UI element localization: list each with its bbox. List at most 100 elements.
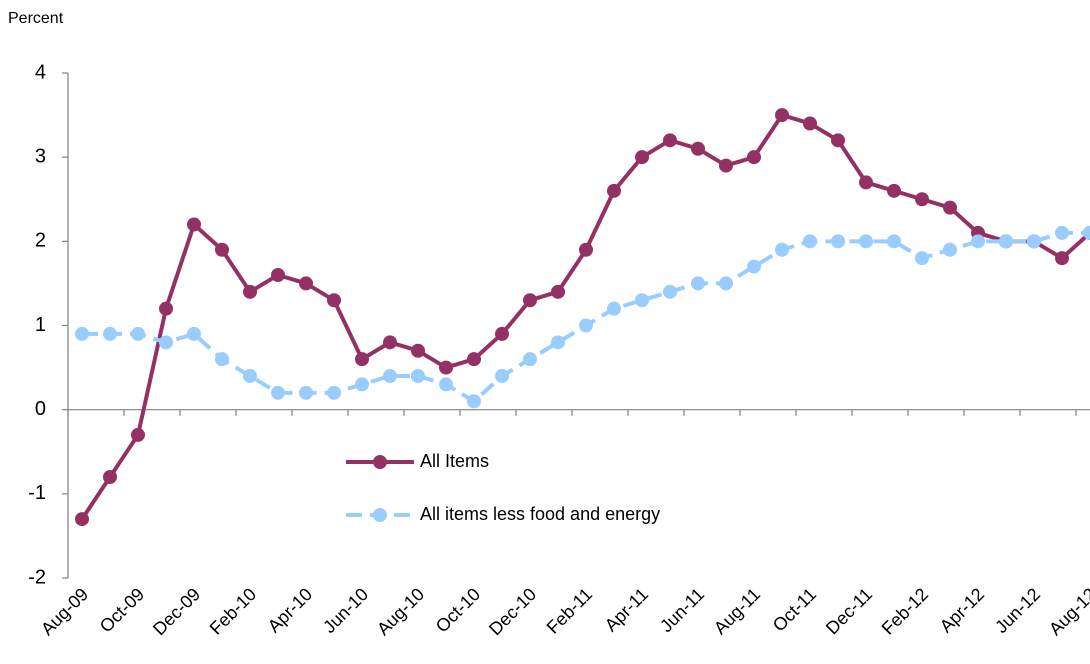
data-point — [215, 242, 229, 257]
data-point — [775, 242, 789, 257]
x-tick-label: Oct-10 — [432, 584, 484, 636]
x-tick-label: Jun-10 — [319, 584, 372, 637]
data-point — [327, 293, 341, 308]
data-point — [915, 192, 929, 207]
data-point — [495, 369, 509, 383]
data-point — [327, 385, 341, 400]
data-point — [607, 183, 621, 198]
data-point — [131, 326, 145, 341]
y-tick-label: 2 — [35, 230, 46, 252]
x-tick-label: Apr-11 — [601, 584, 652, 635]
data-point — [775, 108, 789, 123]
x-tick-label: Apr-12 — [936, 584, 988, 636]
x-tick-label: Aug-10 — [373, 584, 428, 639]
x-tick-label: Aug-09 — [37, 584, 92, 639]
data-point — [887, 183, 901, 198]
x-tick-label: Feb-12 — [878, 584, 932, 638]
y-tick-label: 0 — [35, 398, 46, 420]
data-point — [495, 326, 509, 341]
data-point — [75, 326, 89, 341]
data-point — [1083, 225, 1090, 240]
x-tick-label: Dec-09 — [149, 584, 204, 639]
data-point — [719, 158, 733, 173]
data-point — [523, 352, 537, 367]
x-tick-label: Oct-11 — [769, 584, 820, 635]
data-point — [523, 293, 537, 308]
x-tick-label: Aug-12 — [1045, 584, 1090, 639]
data-point — [551, 335, 565, 350]
x-tick-label: Oct-09 — [96, 584, 148, 636]
data-point — [915, 251, 929, 266]
data-point — [355, 352, 369, 367]
legend-label: All Items — [420, 451, 489, 471]
data-point — [103, 470, 117, 484]
y-tick-label: 4 — [35, 61, 46, 83]
data-point — [467, 394, 481, 409]
data-point — [551, 284, 565, 299]
data-point — [663, 284, 677, 299]
data-point — [75, 512, 89, 527]
data-point — [103, 326, 117, 341]
data-point — [971, 234, 985, 249]
data-point — [383, 335, 397, 350]
data-point — [439, 377, 453, 392]
x-tick-label: Jun-12 — [991, 584, 1044, 637]
x-tick-label: Jun-11 — [656, 584, 708, 636]
data-point — [159, 335, 173, 350]
data-point — [943, 200, 957, 215]
data-point — [271, 268, 285, 282]
data-point — [1055, 225, 1069, 240]
series-line — [80, 112, 1090, 521]
y-tick-label: 3 — [35, 145, 46, 167]
data-point — [859, 175, 873, 190]
y-tick-label: -2 — [28, 566, 46, 588]
data-point — [383, 369, 397, 383]
data-point — [999, 234, 1013, 249]
data-point — [579, 318, 593, 333]
data-point — [719, 276, 733, 291]
data-point — [635, 150, 649, 165]
x-tick-label: Aug-11 — [710, 584, 764, 638]
legend-marker — [373, 508, 387, 522]
data-point — [859, 234, 873, 249]
data-point — [467, 352, 481, 367]
data-point — [215, 352, 229, 367]
data-point — [635, 293, 649, 308]
data-point — [1027, 234, 1041, 249]
data-point — [411, 343, 425, 358]
y-tick-label: 1 — [35, 314, 46, 336]
data-point — [691, 276, 705, 291]
data-point — [187, 326, 201, 341]
y-tick-label: -1 — [28, 482, 46, 504]
series-line — [82, 230, 1090, 404]
data-point — [187, 217, 201, 232]
y-axis-label: Percent — [8, 10, 64, 27]
data-point — [271, 385, 285, 400]
x-tick-label: Dec-11 — [822, 584, 876, 638]
data-point — [299, 385, 313, 400]
legend-label: All items less food and energy — [420, 504, 660, 524]
x-tick-label: Feb-11 — [543, 584, 597, 638]
data-point — [803, 116, 817, 131]
data-point — [803, 234, 817, 249]
legend-marker — [373, 455, 387, 469]
data-point — [579, 242, 593, 257]
data-point — [831, 234, 845, 249]
data-point — [831, 133, 845, 148]
data-point — [607, 301, 621, 316]
x-tick-label: Dec-10 — [485, 584, 540, 639]
data-point — [439, 360, 453, 375]
data-point — [411, 369, 425, 383]
x-tick-label: Apr-10 — [264, 584, 316, 636]
data-point — [1055, 251, 1069, 266]
data-point — [159, 301, 173, 316]
data-point — [663, 133, 677, 148]
data-point — [243, 369, 257, 383]
data-point — [131, 427, 145, 442]
data-point — [243, 284, 257, 299]
data-point — [355, 377, 369, 392]
data-point — [691, 141, 705, 156]
data-point — [299, 276, 313, 291]
data-point — [943, 242, 957, 257]
